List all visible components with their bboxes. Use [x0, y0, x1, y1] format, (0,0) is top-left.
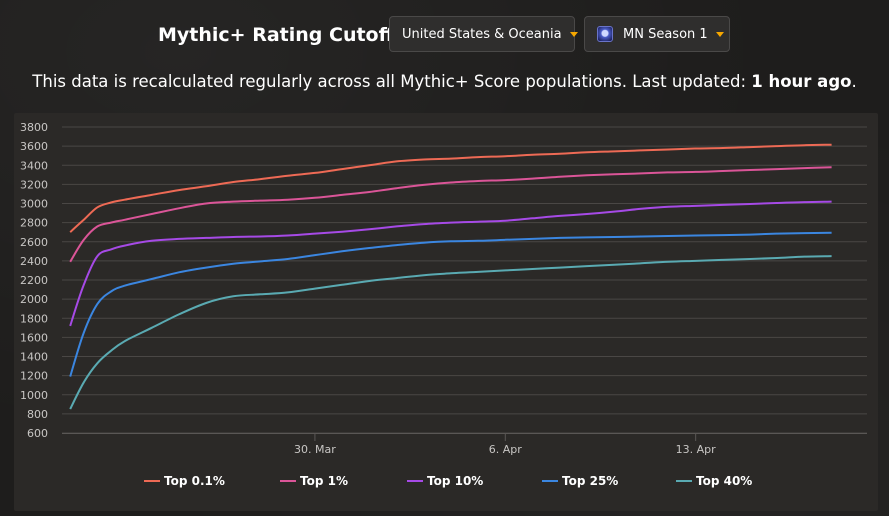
- legend-label: Top 0.1%: [164, 474, 225, 488]
- legend-item[interactable]: Top 0.1%: [144, 474, 225, 488]
- legend-item[interactable]: Top 1%: [280, 474, 348, 488]
- y-tick-label: 2600: [20, 236, 48, 249]
- series-line-3: [69, 200, 832, 327]
- region-select[interactable]: United States & Oceania: [389, 16, 578, 52]
- header-row: Mythic+ Rating Cutoffs United States & O…: [0, 16, 889, 54]
- legend-label: Top 10%: [427, 474, 483, 488]
- x-tick-label: 6. Apr: [489, 443, 522, 456]
- legend-item[interactable]: Top 10%: [407, 474, 483, 488]
- chart-panel: 600 800 1000 1200 1400 1600 1800 2000 2200 2400 26…: [14, 113, 878, 511]
- update-notice-end: .: [851, 72, 857, 91]
- season-select-label: MN Season 1: [623, 26, 708, 42]
- cutoff-line-chart: 600 800 1000 1200 1400 1600 1800 2000 2200 2400 26…: [20, 121, 867, 488]
- update-notice-text: This data is recalculated regularly acro…: [32, 72, 752, 91]
- legend-label: Top 1%: [300, 474, 348, 488]
- y-tick-label: 3600: [20, 140, 48, 153]
- legend-label: Top 25%: [562, 474, 618, 488]
- y-tick-label: 600: [27, 427, 48, 440]
- legend-item[interactable]: Top 25%: [542, 474, 618, 488]
- y-tick-label: 2000: [20, 293, 48, 306]
- y-tick-label: 1400: [20, 351, 48, 364]
- y-tick-label: 3400: [20, 159, 48, 172]
- series-line-4: [69, 231, 832, 377]
- series-line-2: [69, 166, 832, 263]
- region-select-label: United States & Oceania: [402, 26, 562, 42]
- y-tick-label: 2200: [20, 274, 48, 287]
- y-tick-label: 1800: [20, 312, 48, 325]
- y-tick-label: 2400: [20, 255, 48, 268]
- y-tick-label: 3200: [20, 178, 48, 191]
- page-title: Mythic+ Rating Cutoffs: [158, 24, 406, 46]
- y-tick-label: 2800: [20, 217, 48, 230]
- y-tick-label: 3800: [20, 121, 48, 134]
- legend-label: Top 40%: [696, 474, 752, 488]
- y-tick-label: 800: [27, 408, 48, 421]
- update-notice: This data is recalculated regularly acro…: [0, 72, 889, 91]
- y-tick-label: 1000: [20, 389, 48, 402]
- season-badge-icon: [597, 26, 613, 42]
- series-line-5: [69, 255, 832, 410]
- y-tick-label: 3000: [20, 198, 48, 211]
- caret-down-icon: [569, 31, 578, 37]
- caret-down-icon: [715, 31, 724, 37]
- x-tick-label: 30. Mar: [294, 443, 336, 456]
- x-tick-label: 13. Apr: [676, 443, 716, 456]
- y-tick-label: 1600: [20, 331, 48, 344]
- last-updated-value: 1 hour ago: [751, 72, 852, 91]
- series-line-1: [69, 143, 832, 233]
- legend-item[interactable]: Top 40%: [676, 474, 752, 488]
- season-select[interactable]: MN Season 1: [584, 16, 730, 52]
- y-tick-label: 1200: [20, 370, 48, 383]
